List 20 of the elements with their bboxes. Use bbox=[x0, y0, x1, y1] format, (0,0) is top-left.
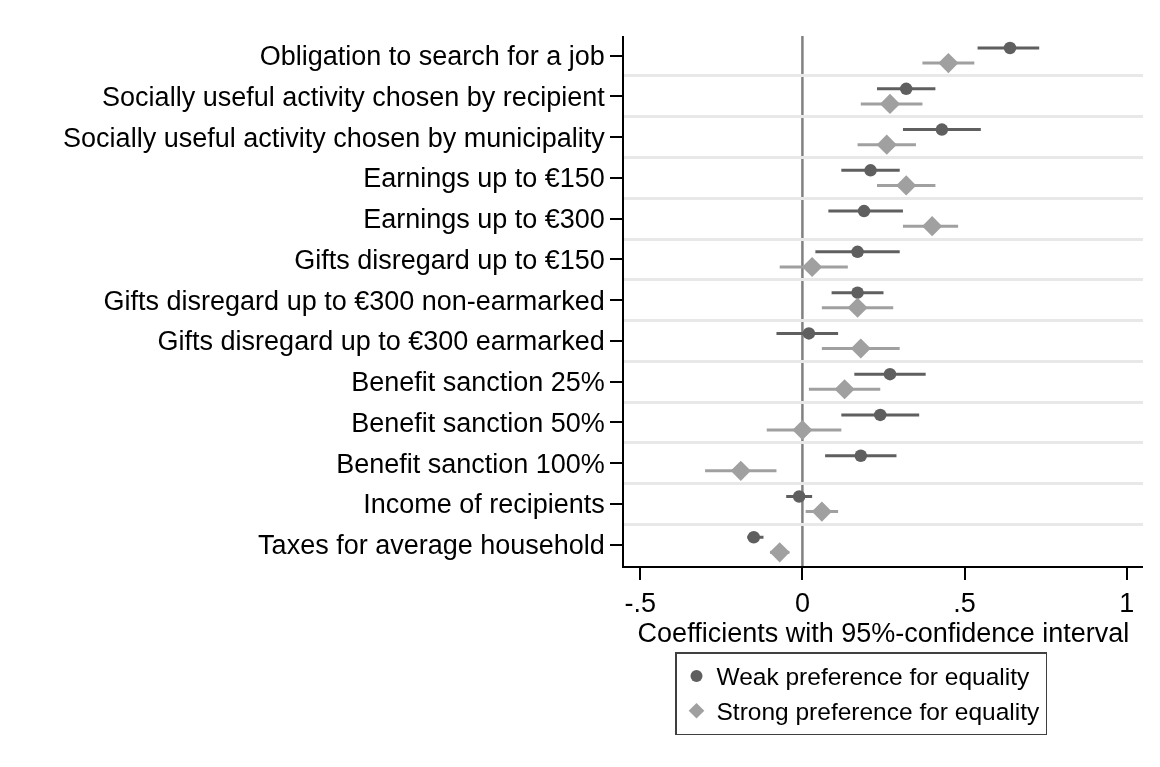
legend-label: Strong preference for equality bbox=[716, 698, 1041, 726]
y-tick-label: Earnings up to €300 bbox=[363, 204, 605, 235]
y-tick-label: Income of recipients bbox=[363, 489, 605, 520]
x-axis-title: Coefficients with 95%-confidence interval bbox=[637, 618, 1130, 649]
y-tick-label: Socially useful activity chosen by recipient bbox=[102, 81, 606, 112]
y-tick-label: Benefit sanction 50% bbox=[351, 407, 605, 438]
y-tick-label: Earnings up to €150 bbox=[363, 163, 605, 194]
y-tick-label: Benefit sanction 25% bbox=[351, 367, 605, 398]
y-tick-label: Gifts disregard up to €150 bbox=[294, 244, 605, 275]
x-tick-label: -.5 bbox=[624, 588, 656, 619]
x-tick-label: .5 bbox=[953, 588, 976, 619]
x-tick-label: 0 bbox=[794, 588, 810, 619]
y-tick-label: Gifts disregard up to €300 earmarked bbox=[157, 326, 605, 357]
y-tick-label: Gifts disregard up to €300 non-earmarked bbox=[103, 285, 605, 316]
x-tick-label: 1 bbox=[1119, 588, 1135, 619]
y-tick-label: Socially useful activity chosen by municipality bbox=[63, 122, 606, 153]
legend-label: Weak preference for equality bbox=[716, 663, 1031, 691]
y-tick-label: Benefit sanction 100% bbox=[336, 448, 605, 479]
y-tick-label: Obligation to search for a job bbox=[259, 41, 605, 72]
y-tick-label: Taxes for average household bbox=[258, 530, 605, 561]
